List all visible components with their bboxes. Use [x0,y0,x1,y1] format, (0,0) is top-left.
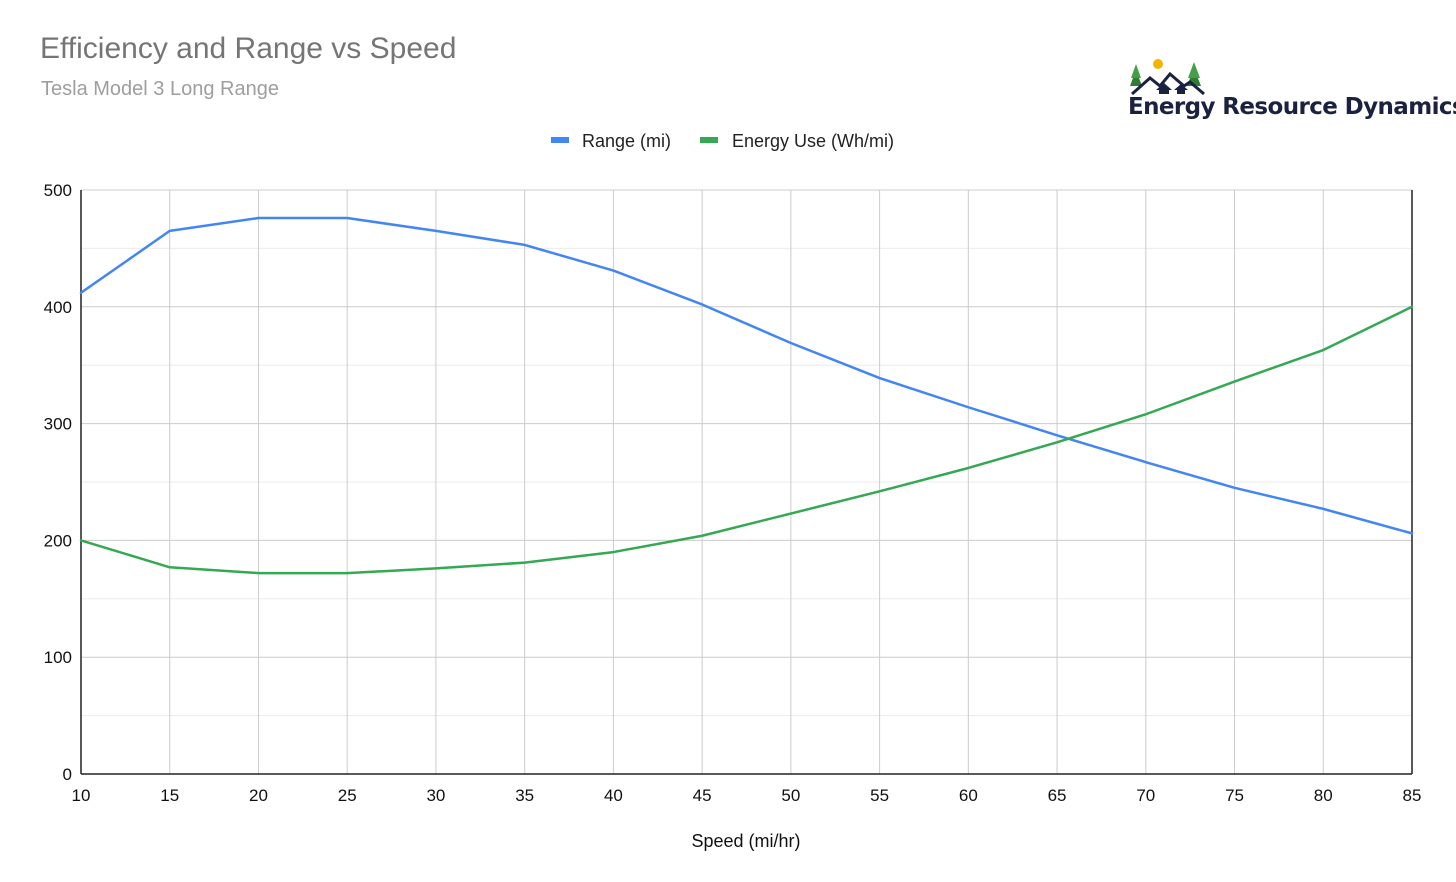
x-tick-label: 70 [1136,786,1155,805]
x-tick-label: 40 [604,786,623,805]
x-tick-label: 15 [160,786,179,805]
x-tick-label: 65 [1048,786,1067,805]
x-tick-label: 85 [1403,786,1422,805]
y-tick-label: 300 [44,415,72,434]
chart-title: Efficiency and Range vs Speed [40,32,457,65]
legend-label-energy: Energy Use (Wh/mi) [732,131,894,151]
axes [80,190,1413,775]
x-tick-label: 25 [338,786,357,805]
grid [81,189,1412,774]
y-tick-label: 400 [44,298,72,317]
x-tick-label: 60 [959,786,978,805]
legend: Range (mi) Energy Use (Wh/mi) [551,131,894,151]
x-tick-label: 80 [1314,786,1333,805]
x-tick-label: 55 [870,786,889,805]
series-lines [79,216,1414,575]
x-tick-label: 75 [1225,786,1244,805]
y-tick-label: 200 [44,531,72,550]
legend-swatch-range [551,137,569,143]
y-tick-labels: 0 100 200 300 400 500 [44,181,72,784]
legend-swatch-energy [700,137,718,143]
logo-text: Energy Resource Dynamics [1128,94,1456,120]
series-line-energy-use [79,305,1414,575]
y-tick-label: 0 [63,765,72,784]
y-tick-label: 100 [44,648,72,667]
chart-subtitle: Tesla Model 3 Long Range [41,78,279,100]
x-tick-label: 20 [249,786,268,805]
x-axis-title: Speed (mi/hr) [691,831,800,851]
x-tick-label: 10 [72,786,91,805]
x-tick-label: 30 [426,786,445,805]
legend-label-range: Range (mi) [582,131,671,151]
x-tick-labels: 10 15 20 25 30 35 40 45 50 55 60 65 70 75 80 85 [72,786,1422,805]
x-tick-label: 45 [693,786,712,805]
series-line-range [79,216,1414,535]
x-tick-label: 50 [781,786,800,805]
y-tick-label: 500 [44,181,72,200]
x-tick-label: 35 [515,786,534,805]
company-logo: Energy Resource Dynamics [1126,56,1456,126]
mountain-house-trees-logo-icon [1130,59,1205,96]
